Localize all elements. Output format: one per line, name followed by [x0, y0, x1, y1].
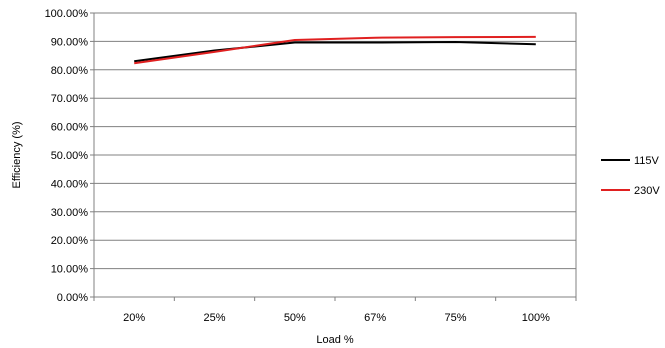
x-tick-label: 50% [284, 312, 306, 324]
y-tick-label: 10.00% [51, 264, 89, 276]
y-tick-label: 100.00% [45, 8, 89, 20]
y-tick-label: 70.00% [51, 93, 89, 105]
x-axis-ticks: 20% 25% 50% 67% 75% 100% [94, 297, 576, 324]
series-line-115V [134, 42, 536, 61]
x-tick-label: 100% [522, 312, 550, 324]
series-lines [134, 37, 536, 63]
y-tick-label: 0.00% [57, 292, 88, 304]
x-tick-label: 20% [123, 312, 145, 324]
legend-label: 230V [634, 185, 660, 197]
legend-label: 115V [634, 155, 660, 167]
y-tick-label: 20.00% [51, 235, 89, 247]
x-tick-label: 67% [364, 312, 386, 324]
grid-lines [94, 13, 576, 297]
y-tick-label: 60.00% [51, 122, 89, 134]
x-tick-label: 75% [444, 312, 466, 324]
x-tick-label: 25% [203, 312, 225, 324]
y-tick-label: 30.00% [51, 207, 89, 219]
y-tick-label: 50.00% [51, 150, 89, 162]
x-axis-title: Load % [316, 334, 354, 346]
legend: 115V 230V [601, 155, 660, 197]
y-tick-label: 80.00% [51, 65, 89, 77]
y-tick-label: 40.00% [51, 178, 89, 190]
y-axis-title: Efficiency (%) [11, 121, 23, 188]
series-line-230V [134, 37, 536, 63]
y-axis-ticks: 0.00% 10.00% 20.00% 30.00% 40.00% 50.00% 60.00… [45, 8, 94, 304]
y-tick-label: 90.00% [51, 36, 89, 48]
